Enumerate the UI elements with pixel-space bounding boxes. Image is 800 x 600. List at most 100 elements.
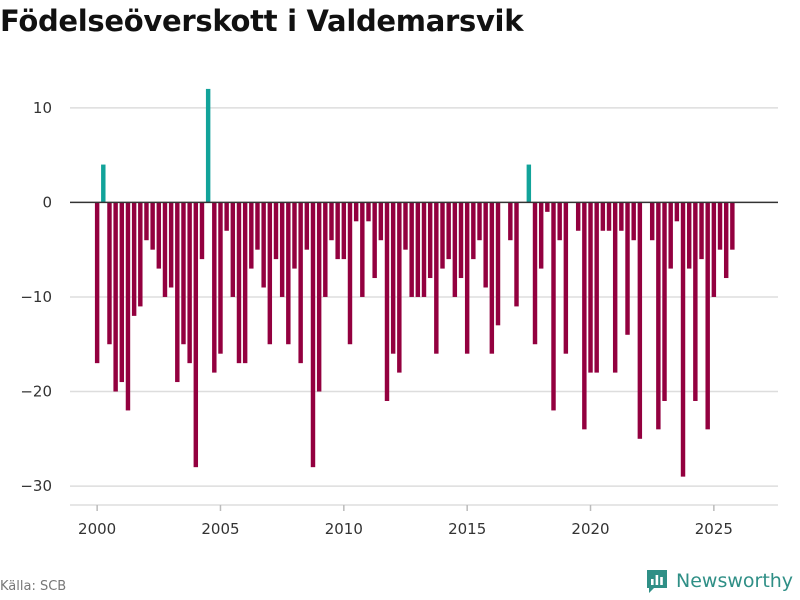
bar bbox=[631, 202, 636, 241]
bar bbox=[273, 202, 279, 260]
bar bbox=[409, 202, 414, 297]
bar bbox=[131, 202, 137, 316]
bar bbox=[360, 202, 365, 297]
bar bbox=[242, 202, 248, 364]
x-tick-label: 2005 bbox=[201, 520, 239, 538]
bar bbox=[458, 202, 464, 279]
brand-logo[interactable]: Newsworthy bbox=[645, 568, 793, 594]
bar bbox=[316, 202, 322, 392]
bar bbox=[279, 202, 285, 297]
bar bbox=[600, 202, 606, 231]
bar bbox=[649, 202, 655, 241]
axes: 10 0 −10 −20 −30 2000 2005 2010 2015 2020 2025 bbox=[20, 99, 778, 538]
bar bbox=[575, 202, 581, 231]
bar bbox=[310, 202, 316, 468]
bar bbox=[717, 202, 723, 250]
bar bbox=[323, 202, 328, 297]
bar bbox=[218, 202, 223, 354]
bar bbox=[532, 202, 538, 345]
x-tick-label: 2020 bbox=[571, 520, 609, 538]
bar bbox=[693, 202, 698, 401]
bar bbox=[138, 202, 143, 307]
bar bbox=[292, 202, 297, 269]
bar bbox=[446, 202, 451, 260]
bar bbox=[150, 202, 155, 250]
bar bbox=[471, 202, 476, 260]
bar bbox=[489, 202, 495, 354]
bar bbox=[662, 202, 667, 401]
bar bbox=[372, 202, 377, 279]
bar bbox=[557, 202, 562, 241]
y-tick-label: 0 bbox=[42, 193, 52, 211]
bar bbox=[452, 202, 458, 297]
bar bbox=[588, 202, 593, 373]
bar bbox=[403, 202, 408, 250]
source-note: Källa: SCB bbox=[0, 579, 67, 594]
bar-chart-logo-icon bbox=[647, 570, 667, 593]
bar bbox=[113, 202, 118, 392]
bar bbox=[390, 202, 396, 354]
bar bbox=[378, 202, 384, 241]
x-tick-label: 2000 bbox=[78, 520, 116, 538]
bar bbox=[526, 164, 532, 203]
bar bbox=[156, 202, 162, 269]
bar bbox=[625, 202, 630, 335]
bar bbox=[656, 202, 661, 430]
bar bbox=[415, 202, 421, 297]
bar bbox=[347, 202, 353, 345]
bar bbox=[329, 202, 334, 241]
bar bbox=[341, 202, 347, 260]
bar bbox=[612, 202, 618, 373]
bar bbox=[212, 202, 217, 373]
bar bbox=[187, 202, 192, 364]
bar bbox=[514, 202, 519, 307]
bar bbox=[107, 202, 112, 345]
y-tick-label: −20 bbox=[20, 383, 52, 401]
y-tick-label: −10 bbox=[20, 288, 52, 306]
bar bbox=[434, 202, 439, 354]
bar bbox=[730, 202, 735, 250]
bar bbox=[705, 202, 710, 430]
bar bbox=[261, 202, 266, 288]
bar bbox=[384, 202, 390, 401]
bar bbox=[236, 202, 242, 364]
bar bbox=[249, 202, 254, 269]
bar bbox=[637, 202, 643, 439]
bar bbox=[397, 202, 402, 373]
x-tick-label: 2010 bbox=[325, 520, 363, 538]
bar bbox=[144, 202, 149, 241]
bar bbox=[668, 202, 673, 269]
bar bbox=[440, 202, 445, 269]
bar bbox=[680, 202, 686, 477]
bar bbox=[94, 202, 100, 364]
bar bbox=[286, 202, 291, 345]
bar bbox=[686, 202, 692, 269]
bar bbox=[711, 202, 717, 297]
bar bbox=[101, 164, 106, 203]
bar bbox=[230, 202, 236, 297]
bar bbox=[335, 202, 340, 260]
bar bbox=[483, 202, 488, 288]
bar bbox=[366, 202, 371, 222]
bar bbox=[582, 202, 587, 430]
bar bbox=[255, 202, 260, 250]
x-tick-label: 2025 bbox=[695, 520, 733, 538]
bar bbox=[125, 202, 131, 411]
bar bbox=[551, 202, 556, 411]
bar bbox=[304, 202, 310, 250]
bar bbox=[193, 202, 199, 468]
bar bbox=[495, 202, 501, 326]
bar bbox=[427, 202, 433, 279]
bar bbox=[162, 202, 168, 297]
bar bbox=[224, 202, 229, 231]
bar bbox=[477, 202, 482, 241]
bar bbox=[119, 202, 125, 383]
bars bbox=[94, 88, 735, 477]
y-tick-label: 10 bbox=[33, 99, 52, 117]
bar bbox=[267, 202, 273, 345]
bar bbox=[563, 202, 569, 354]
y-tick-label: −30 bbox=[20, 477, 52, 495]
bar bbox=[168, 202, 174, 288]
x-tick-label: 2015 bbox=[448, 520, 486, 538]
